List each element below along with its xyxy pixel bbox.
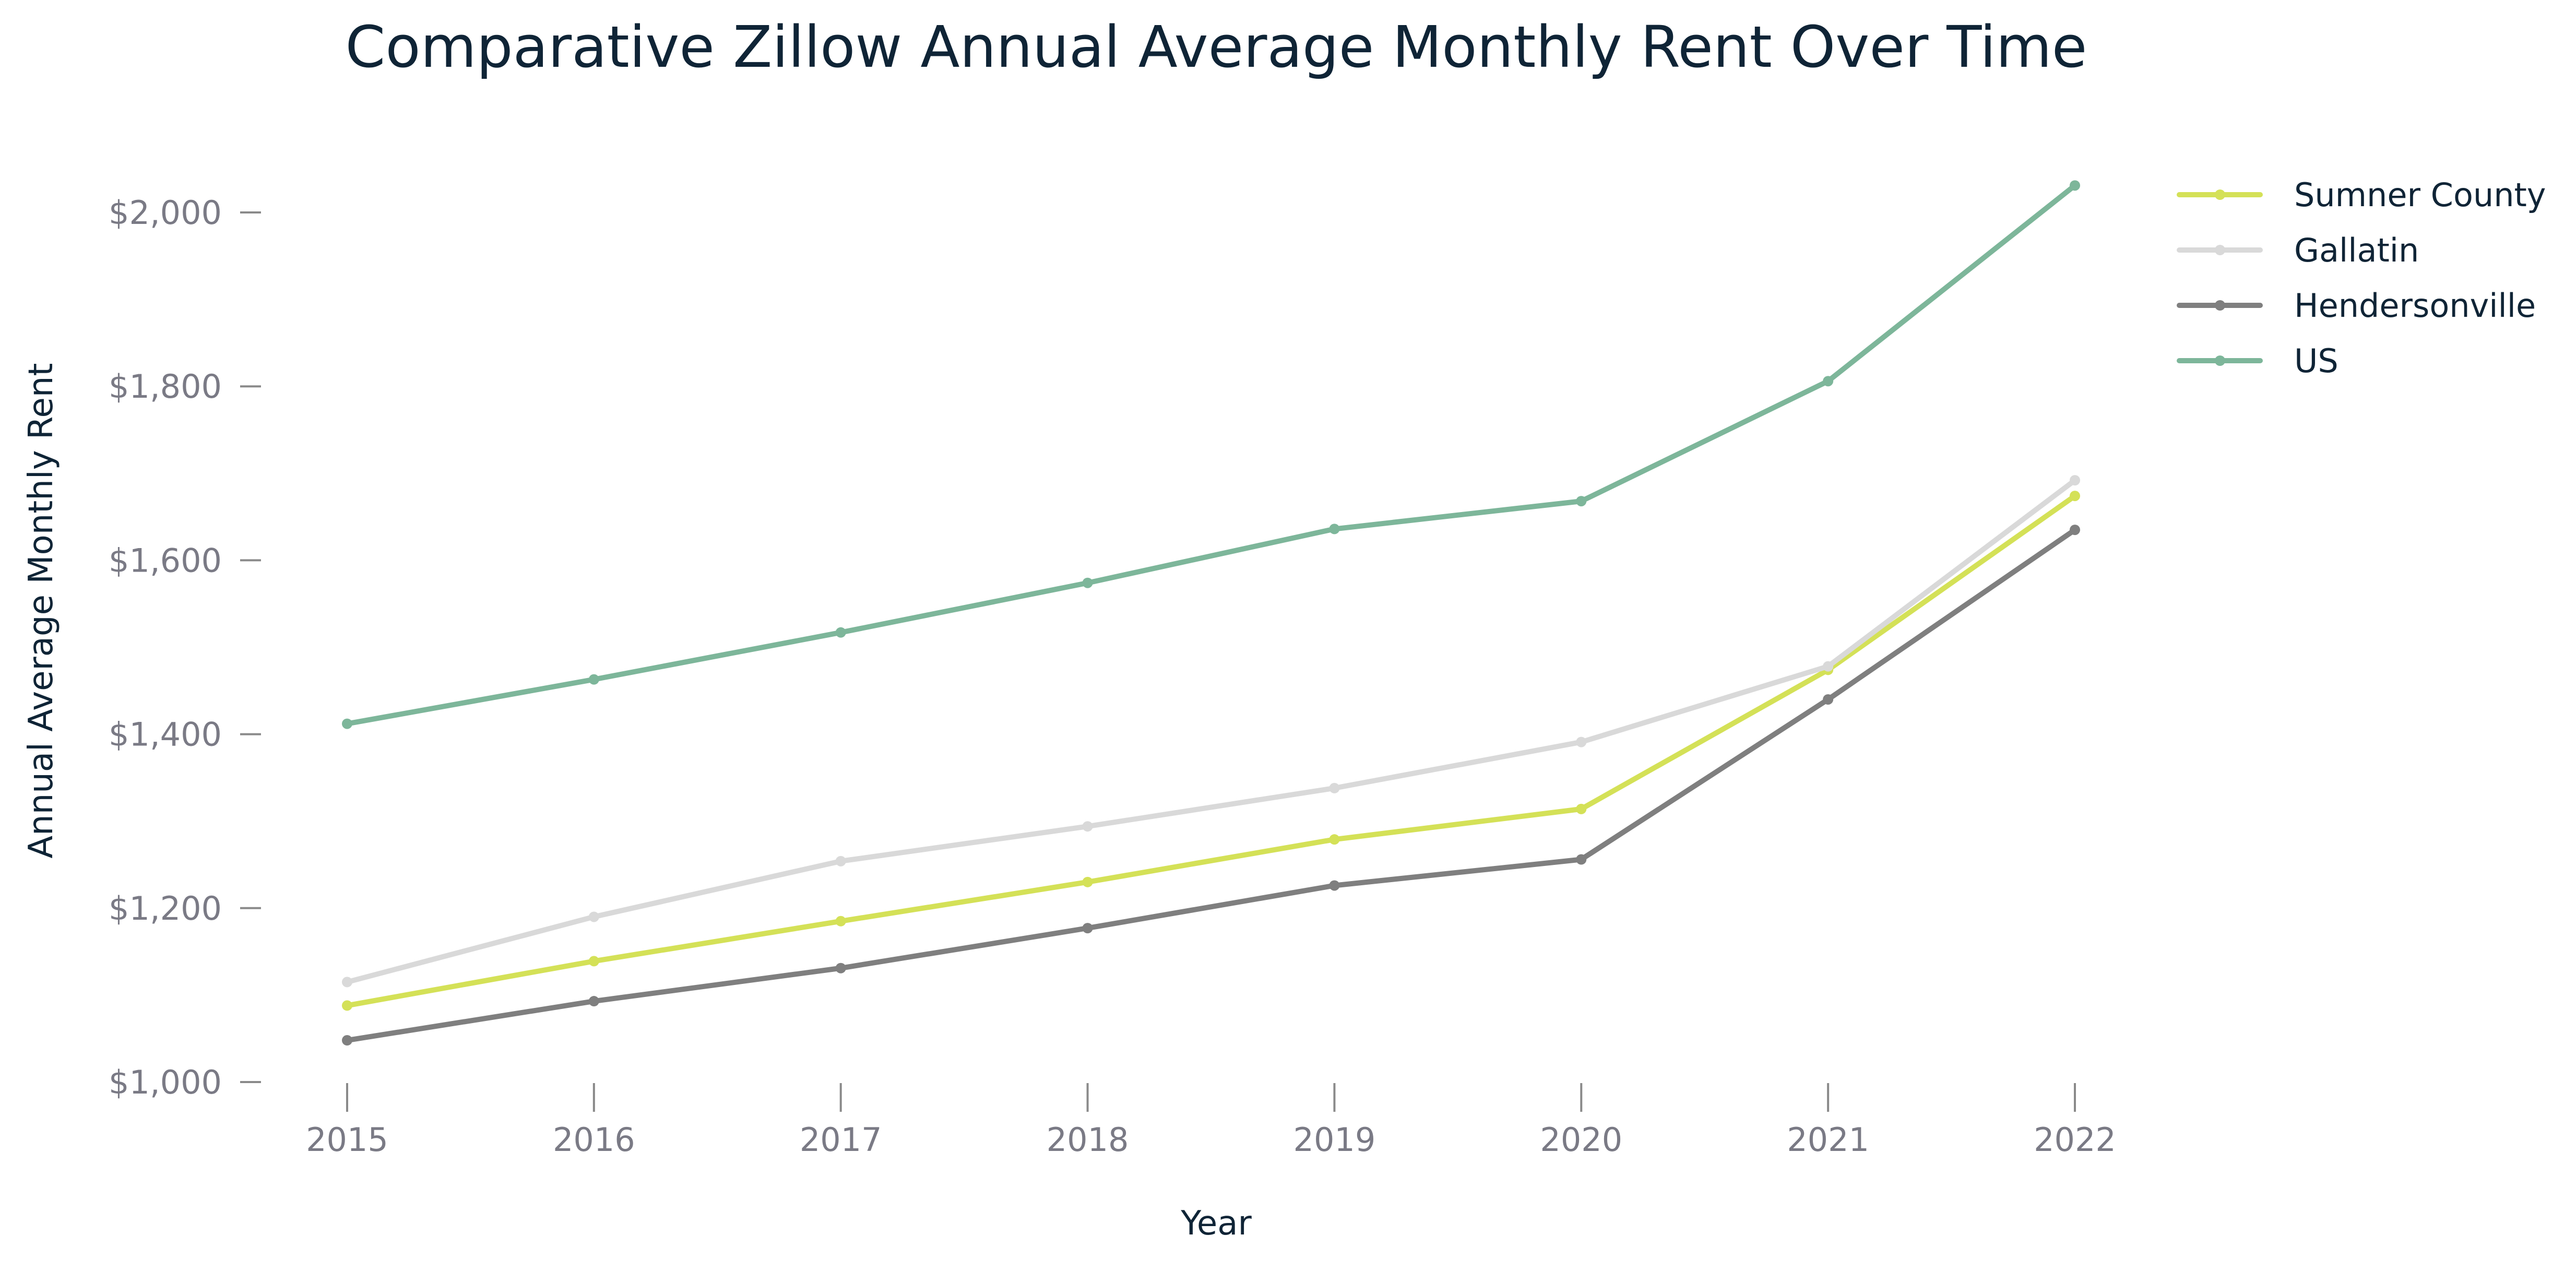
data-point [1082, 577, 1093, 588]
data-point [588, 674, 599, 685]
series-group [342, 491, 2080, 1011]
data-point [1329, 880, 1340, 891]
series-line [345, 493, 2078, 1008]
x-tick-label: 2019 [1293, 1121, 1376, 1159]
data-point [835, 856, 846, 866]
data-point [1082, 923, 1093, 934]
x-axis-label: Year [1180, 1204, 1252, 1243]
y-tick-label: $1,000 [109, 1063, 222, 1101]
data-point [1576, 854, 1587, 865]
data-point [2070, 180, 2080, 191]
data-point [1576, 496, 1587, 507]
x-tick-label: 2016 [553, 1121, 635, 1159]
plot-area [342, 180, 2080, 1046]
data-point [2070, 491, 2080, 502]
y-axis: $1,000 $1,200 $1,400 $1,600 $1,800 $2,000 [109, 194, 261, 1101]
legend: Sumner County Gallatin Hendersonville US [2177, 176, 2546, 380]
series-group [342, 180, 2080, 729]
data-point [1082, 821, 1093, 832]
legend-marker [2215, 355, 2225, 366]
x-tick-label: 2020 [1540, 1121, 1622, 1159]
x-tick-label: 2015 [306, 1121, 388, 1159]
y-tick-label: $2,000 [109, 194, 222, 232]
data-point [588, 956, 599, 967]
legend-label: US [2294, 342, 2338, 380]
data-point [342, 718, 352, 729]
data-point [1823, 376, 1834, 387]
y-tick-label: $1,400 [109, 716, 222, 754]
y-tick-label: $1,200 [109, 889, 222, 928]
data-point [342, 1000, 352, 1011]
x-tick-label: 2022 [2034, 1121, 2116, 1159]
x-tick-label: 2021 [1787, 1121, 1869, 1159]
data-point [342, 977, 352, 988]
data-point [1329, 782, 1340, 793]
data-point [1329, 834, 1340, 845]
data-point [1329, 524, 1340, 534]
data-point [1576, 737, 1587, 747]
series-line [345, 478, 2078, 985]
series-group [342, 525, 2080, 1046]
data-point [1823, 661, 1834, 672]
legend-marker [2215, 300, 2225, 311]
data-point [588, 996, 599, 1007]
data-point [835, 627, 846, 638]
legend-label: Gallatin [2294, 231, 2419, 269]
data-point [1082, 876, 1093, 887]
legend-label: Sumner County [2294, 176, 2546, 214]
x-axis: 2015 2016 2017 2018 2019 2020 2021 2022 [306, 1083, 2116, 1159]
data-point [588, 911, 599, 922]
chart-title: Comparative Zillow Annual Average Monthl… [346, 14, 2087, 80]
y-tick-label: $1,600 [109, 541, 222, 579]
data-point [835, 963, 846, 973]
data-point [2070, 475, 2080, 486]
legend-marker [2215, 245, 2225, 255]
x-tick-label: 2017 [800, 1121, 882, 1159]
x-tick-label: 2018 [1047, 1121, 1129, 1159]
legend-label: Hendersonville [2294, 287, 2536, 325]
y-tick-label: $1,800 [109, 367, 222, 406]
data-point [835, 916, 846, 926]
series-line [345, 183, 2078, 727]
series-line [345, 527, 2078, 1043]
y-axis-label: Annual Average Monthly Rent [22, 363, 61, 858]
series-group [342, 475, 2080, 988]
legend-marker [2215, 189, 2225, 200]
data-point [1576, 803, 1587, 814]
data-point [1823, 694, 1834, 705]
data-point [2070, 525, 2080, 536]
data-point [342, 1035, 352, 1046]
